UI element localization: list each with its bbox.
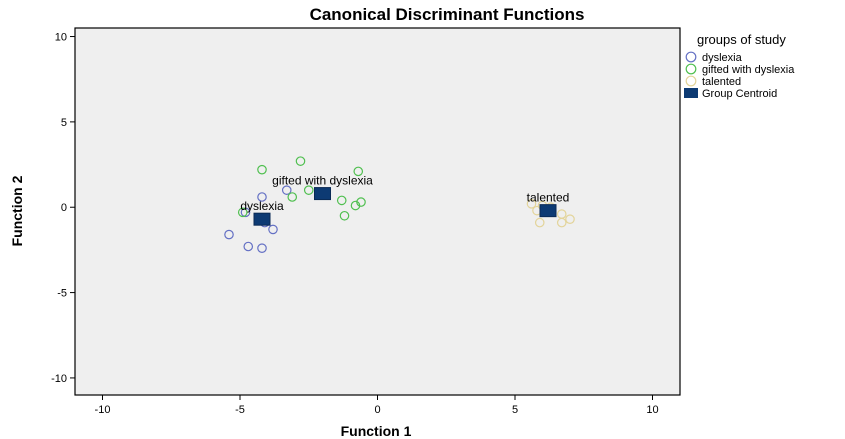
gifted-with-dyslexia-point xyxy=(336,195,347,206)
chart-title: Canonical Discriminant Functions xyxy=(310,5,585,24)
dyslexia-point xyxy=(257,243,267,253)
centroid-dyslexia xyxy=(253,212,271,226)
dyslexia-point xyxy=(268,224,278,235)
gifted-with-dyslexia-point xyxy=(237,207,248,218)
x-tick-label: 5 xyxy=(512,404,518,416)
talented-point xyxy=(526,199,537,209)
legend-marker-talented xyxy=(685,75,697,87)
gifted-with-dyslexia-point xyxy=(350,200,361,211)
gifted-with-dyslexia-point xyxy=(339,210,350,221)
x-axis-label: Function 1 xyxy=(341,423,412,439)
gifted-with-dyslexia-point xyxy=(356,197,366,207)
y-tick-label: 5 xyxy=(61,117,67,129)
x-tick-label: 10 xyxy=(646,404,658,416)
x-axis: -10 -5 0 5 10 xyxy=(95,395,659,416)
group-centroids: dyslexia gifted with dyslexia talented xyxy=(240,174,569,226)
legend-title: groups of study xyxy=(697,32,786,47)
legend-label-dyslexia: dyslexia xyxy=(702,52,743,64)
plot-area xyxy=(74,27,681,396)
y-tick-label: 10 xyxy=(55,32,67,44)
gifted-with-dyslexia-point xyxy=(353,166,364,177)
gifted-with-dyslexia-point xyxy=(287,192,298,202)
y-axis: 10 5 0 -5 -10 xyxy=(51,32,75,385)
talented-point xyxy=(565,214,575,224)
x-tick-label: -10 xyxy=(95,404,111,416)
scatter-points xyxy=(224,156,575,253)
dyslexia-point xyxy=(281,185,292,195)
legend-label-gifted-with-dyslexia: gifted with dyslexia xyxy=(702,64,795,76)
dyslexia-point xyxy=(243,241,254,252)
dyslexia-point xyxy=(224,229,234,240)
legend-marker-dyslexia xyxy=(685,51,697,63)
gifted-with-dyslexia-point xyxy=(295,156,306,166)
talented-point xyxy=(534,217,545,228)
y-tick-label: 0 xyxy=(61,202,67,214)
gifted-with-dyslexia-point xyxy=(303,185,314,195)
centroid-label-talented: talented xyxy=(527,191,570,205)
legend-label-talented: talented xyxy=(702,76,741,88)
dyslexia-point xyxy=(240,207,251,218)
y-axis-label: Function 2 xyxy=(9,175,25,246)
legend-marker-gifted-with-dyslexia xyxy=(685,63,697,75)
x-tick-label: -5 xyxy=(235,404,245,416)
centroid-label-gifted-with-dyslexia: gifted with dyslexia xyxy=(272,174,373,188)
legend-marker-group-centroid xyxy=(684,88,698,98)
y-tick-label: -10 xyxy=(51,373,67,385)
legend-label-group-centroid: Group Centroid xyxy=(702,88,777,100)
x-tick-label: 0 xyxy=(374,404,380,416)
centroid-gifted-with-dyslexia xyxy=(314,187,331,201)
y-tick-label: -5 xyxy=(57,288,67,300)
centroid-label-dyslexia: dyslexia xyxy=(240,199,284,213)
talented-point xyxy=(556,217,567,228)
centroid-talented xyxy=(539,204,557,218)
gifted-with-dyslexia-point xyxy=(257,164,267,175)
dyslexia-point xyxy=(257,192,267,202)
